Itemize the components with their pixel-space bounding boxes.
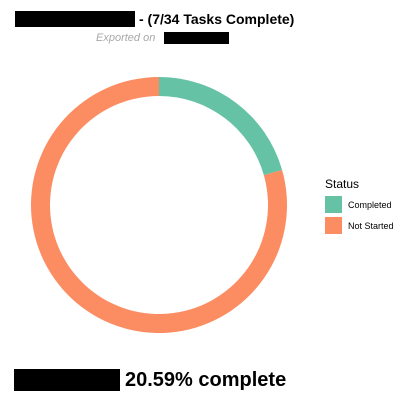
donut-slice-completed: [159, 77, 283, 176]
footer-redaction-block: [14, 369, 120, 391]
legend-title: Status: [325, 177, 360, 191]
legend-item-completed: Completed: [325, 196, 394, 213]
legend-swatch-not-started: [325, 217, 342, 234]
completion-percent: 20.59% complete: [125, 369, 287, 391]
chart-legend: Status Completed Not Started: [325, 177, 394, 238]
legend-swatch-completed: [325, 196, 342, 213]
title-redaction-block: [15, 11, 135, 27]
export-date-redaction-block: [164, 32, 229, 44]
legend-label-completed: Completed: [348, 199, 392, 210]
legend-item-not-started: Not Started: [325, 217, 394, 234]
export-subtitle: Exported on: [96, 32, 156, 44]
legend-label-not-started: Not Started: [348, 220, 394, 231]
chart-title: - (7/34 Tasks Complete): [139, 11, 295, 27]
